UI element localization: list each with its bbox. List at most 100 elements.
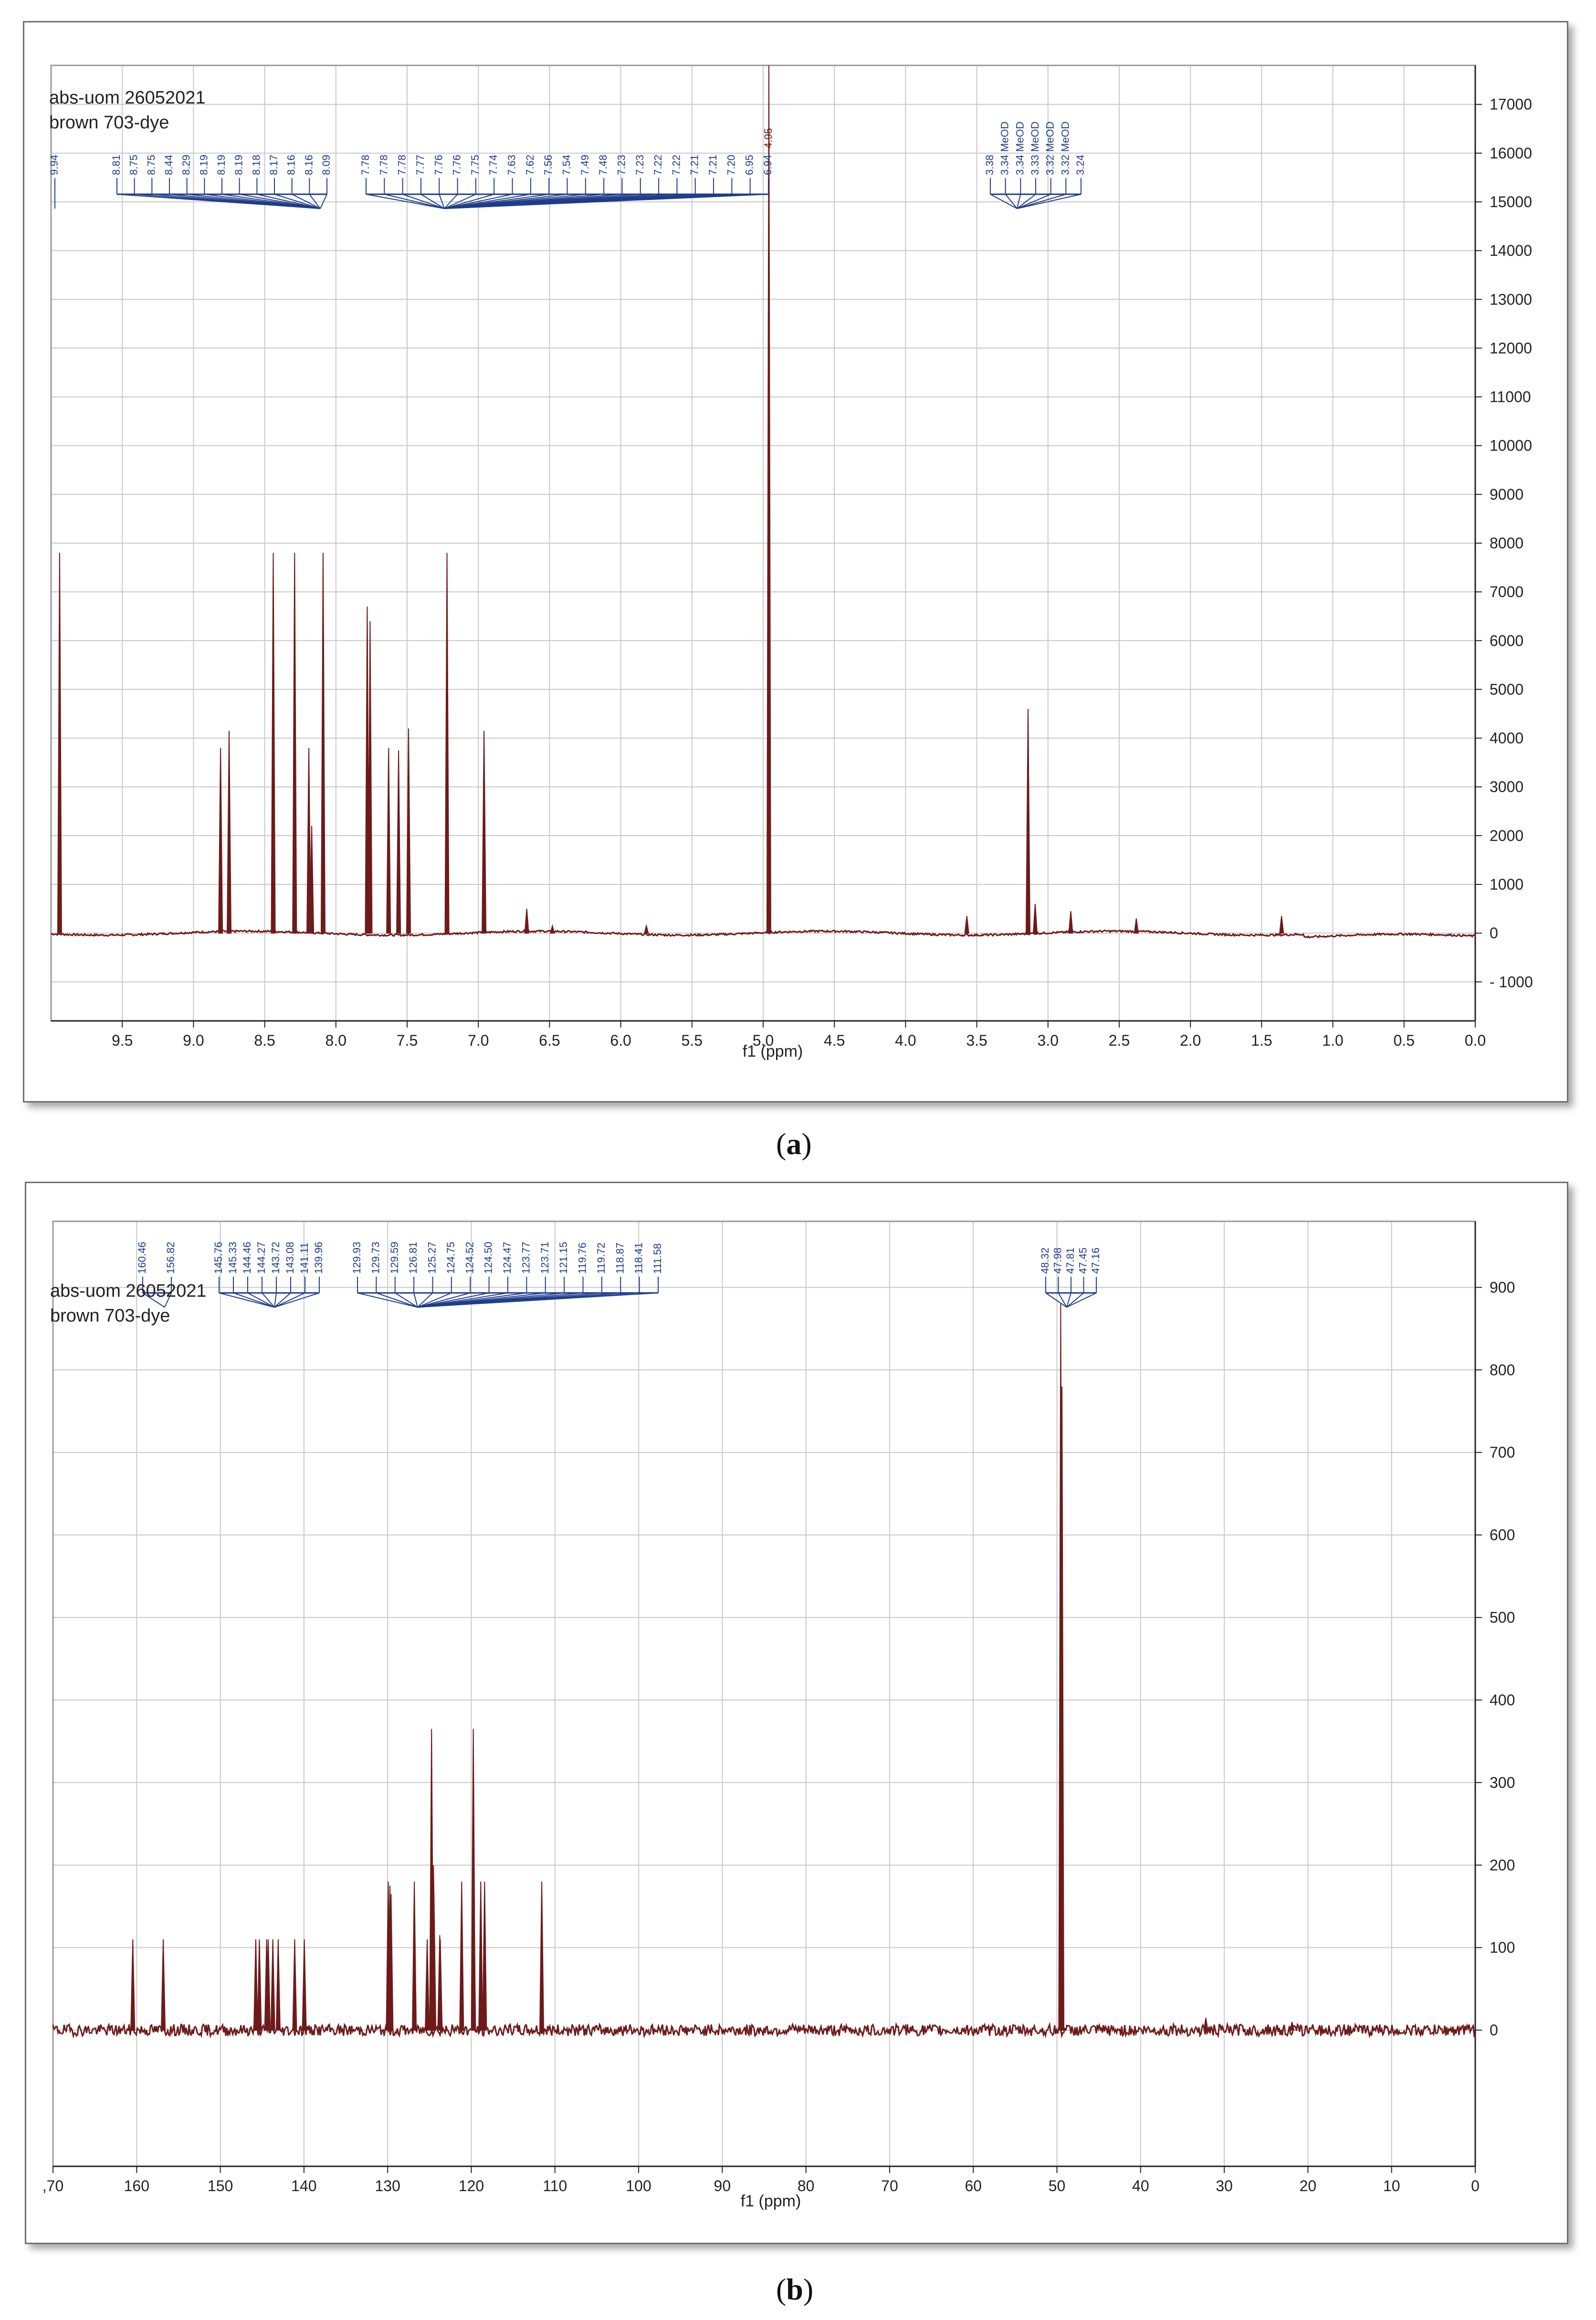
spectrum-peak (438, 1939, 443, 2031)
peak-label-connector (417, 1292, 659, 1308)
peak-label: 124.52 (463, 1242, 475, 1274)
spectrum-peak (275, 1939, 281, 2031)
x-tick-label: 40 (1132, 2177, 1149, 2194)
peak-label-connector (142, 1292, 165, 1308)
spectrum-peak (253, 1939, 258, 2031)
chart-title: abs-uom 26052021 (49, 88, 205, 108)
peak-label: 119.76 (577, 1242, 588, 1274)
x-tick-label: 100 (626, 2177, 651, 2194)
peak-label: 7.20 (725, 155, 737, 175)
peak-label: 7.77 (414, 155, 426, 175)
peak-label: 8.19 (233, 155, 245, 175)
peak-label-connector (444, 194, 476, 209)
peak-label-connector (1017, 194, 1051, 209)
spectrum-peak (306, 747, 312, 934)
peak-label: 7.78 (378, 155, 389, 175)
peak-label-connector (274, 1292, 320, 1308)
panel-1h-nmr: 9.5 9.0 8.5 8.0 7.5 7.0 6.5 6.0 5.5 5.0 4.5 4.0 3.5 3… (23, 21, 1568, 1102)
spectrum-peak (1134, 918, 1139, 934)
y-tick-label: 500 (1490, 1609, 1515, 1626)
peak-label: 7.21 (707, 155, 719, 175)
spectrum-peak (386, 747, 391, 934)
x-tick-label: 90 (714, 2177, 731, 2194)
caption-a-letter: a (786, 1127, 802, 1161)
spectrum-peak (1279, 916, 1284, 934)
peak-label: 129.93 (351, 1242, 363, 1274)
x-tick-label: 80 (798, 2177, 815, 2194)
peak-label: 144.46 (241, 1242, 253, 1274)
spectrum-peak (524, 908, 529, 934)
peak-label: 126.81 (407, 1242, 419, 1274)
spectrum-peak (292, 553, 297, 934)
peak-label: 7.56 (542, 155, 554, 175)
peak-label-connector (320, 194, 327, 209)
spectrum-peak (388, 1894, 394, 2031)
spectrum-peak (1060, 1386, 1065, 2031)
peak-label: 156.82 (165, 1242, 177, 1274)
x-tick-label: 150 (208, 2177, 233, 2194)
x-axis-label: f1 (ppm) (743, 1042, 803, 1060)
y-tick-label: 14000 (1490, 242, 1532, 259)
peak-label: 8.16 (285, 155, 297, 175)
x-tick-label: 2.0 (1180, 1032, 1201, 1049)
peak-label-connector (417, 1292, 471, 1308)
y-tick-label: 13000 (1490, 291, 1532, 308)
x-tick-label: ,70 (42, 2177, 63, 2194)
x-tick-label: 20 (1300, 2177, 1317, 2194)
spectrum-peak (444, 553, 450, 934)
x-tick-label: 6.0 (610, 1032, 631, 1049)
peak-label: 8.18 (250, 155, 262, 175)
peak-label-connector (1005, 194, 1018, 209)
peak-label-connector (990, 194, 1018, 209)
peak-label: 129.59 (388, 1242, 400, 1274)
caption-a: (a) (776, 1126, 812, 1162)
peak-label-connector (233, 1292, 275, 1308)
spectrum-peak (302, 1939, 307, 2031)
peak-label: 124.50 (483, 1242, 494, 1274)
spectrum-peak (365, 606, 370, 934)
peak-label: 7.22 (670, 155, 682, 175)
x-tick-label: 7.0 (468, 1032, 489, 1049)
x-tick-label: 160 (124, 2177, 149, 2194)
y-tick-label: 700 (1490, 1444, 1515, 1461)
peak-label: 8.29 (180, 155, 192, 175)
spectrum-peak (1068, 911, 1073, 934)
peak-label-connector (239, 194, 321, 209)
peak-label: 123.77 (520, 1242, 532, 1274)
y-tick-label: 12000 (1490, 339, 1532, 357)
y-tick-label: 3000 (1490, 778, 1523, 796)
spectrum-peak (218, 747, 223, 934)
peak-label: 8.09 (320, 155, 332, 175)
y-tick-label: 7000 (1490, 583, 1523, 600)
x-tick-label: 9.0 (183, 1032, 204, 1049)
x-tick-label: 50 (1049, 2177, 1066, 2194)
peak-label: 7.23 (634, 155, 646, 175)
peak-label: 8.16 (303, 155, 315, 175)
spectrum-peak (412, 1881, 417, 2031)
peak-label: 3.38 (984, 155, 996, 175)
panel-13c-nmr: ,70 160 150 140 130 120 110 100 90 80 70 60 50 40 30 20… (25, 1182, 1568, 2244)
peak-label-connector (402, 194, 445, 209)
spectrum-peak (320, 553, 326, 934)
peak-label: 47.81 (1064, 1248, 1076, 1274)
peak-label-connector (1045, 1292, 1067, 1308)
peak-label-connector (1017, 194, 1021, 209)
x-tick-label: 6.5 (539, 1032, 560, 1049)
peak-label: 7.78 (359, 155, 371, 175)
y-tick-label: 4000 (1490, 730, 1523, 747)
peak-label-connector (417, 1292, 452, 1308)
x-tick-label: 1.5 (1251, 1032, 1272, 1049)
caption-a-close: ) (801, 1127, 812, 1161)
peak-label-connector (413, 1292, 418, 1308)
chart-1h-nmr: 9.5 9.0 8.5 8.0 7.5 7.0 6.5 6.0 5.5 5.0 4.5 4.0 3.5 3… (48, 64, 1533, 1060)
spectrum-peak (425, 1939, 430, 2031)
peak-label: 123.71 (539, 1242, 551, 1274)
peak-label: 3.34 MeOD (999, 122, 1011, 176)
x-tick-label: 140 (291, 2177, 316, 2194)
peak-label-top: 4.95 (762, 128, 774, 148)
peak-label: 160.46 (136, 1242, 148, 1274)
y-tick-label: 11000 (1490, 388, 1531, 406)
peak-label: 47.45 (1077, 1248, 1089, 1274)
peak-label: 9.94 (48, 155, 60, 175)
y-tick-label: 6000 (1490, 632, 1523, 649)
